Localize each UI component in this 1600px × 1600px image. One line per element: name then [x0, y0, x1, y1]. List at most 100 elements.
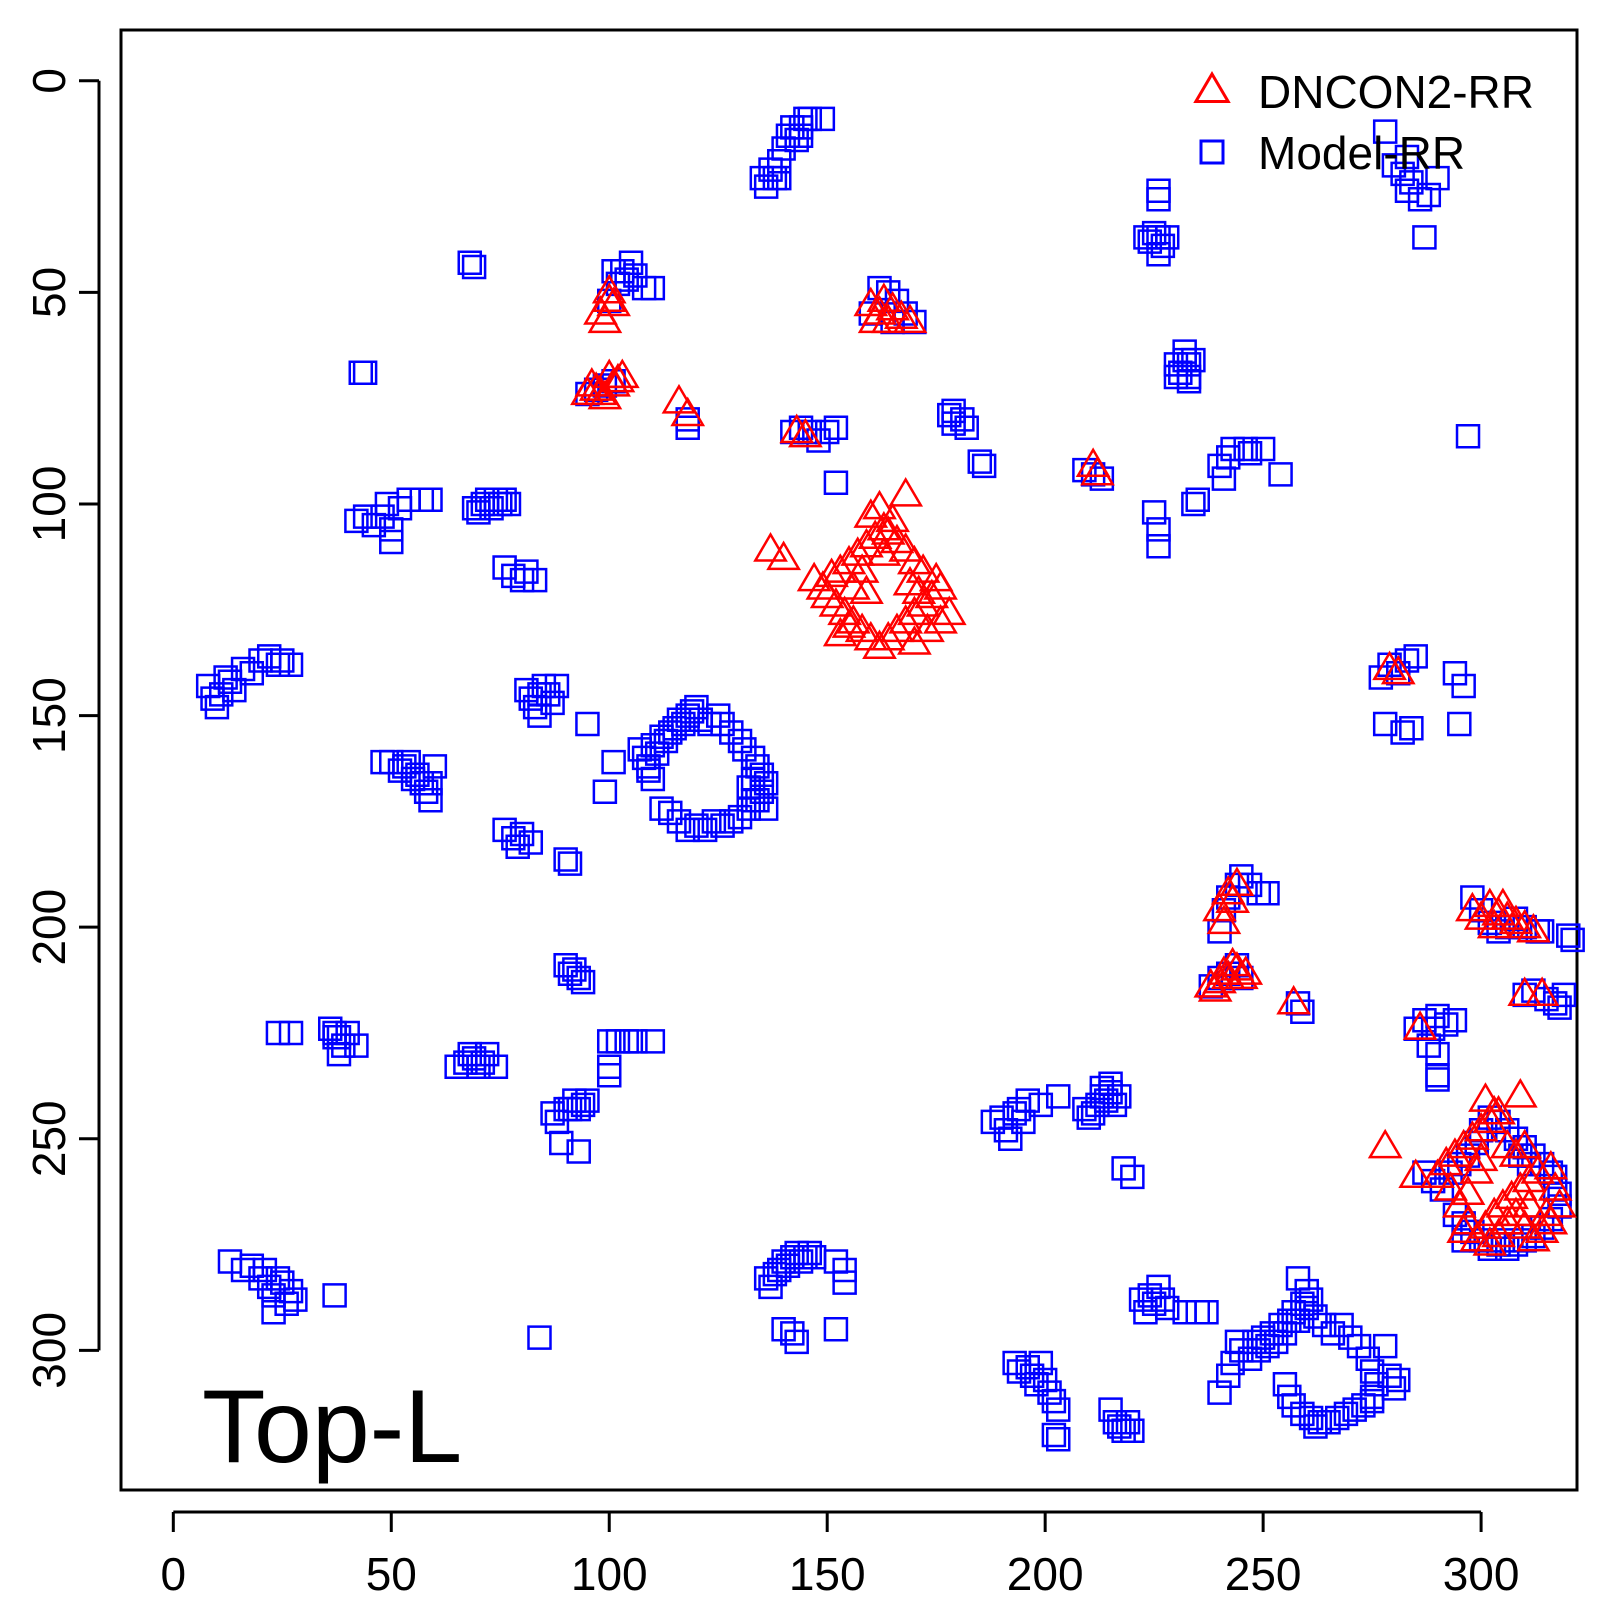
model-point-381 [1294, 1278, 1319, 1304]
model-point-476 [1547, 1181, 1572, 1207]
dncon2-point-29 [766, 540, 801, 571]
dncon2-point-126 [1502, 1171, 1538, 1201]
model-point-204 [753, 796, 779, 821]
model-point-83 [1216, 445, 1241, 470]
model-point-123 [418, 487, 443, 512]
model-point-283 [832, 1270, 857, 1295]
model-point-246 [549, 1130, 574, 1156]
model-point-54 [971, 453, 997, 479]
model-point-382 [1372, 1333, 1398, 1359]
model-point-126 [466, 500, 491, 525]
model-point-423 [1556, 923, 1581, 948]
model-point-346 [1250, 1325, 1276, 1350]
model-point-359 [1311, 1312, 1337, 1338]
model-point-264 [278, 1278, 304, 1304]
model-point-292 [1002, 1101, 1027, 1126]
model-point-213 [557, 851, 583, 876]
dncon2-point-64 [831, 608, 867, 638]
model-point-284 [823, 1316, 849, 1342]
model-point-393 [1372, 711, 1398, 737]
model-point-244 [540, 1101, 565, 1126]
x-axis: 0 50 100 150 200 250 300 [161, 1510, 1519, 1600]
dncon2-point-116 [1476, 1094, 1512, 1125]
y-tick-label-200: 200 [23, 889, 75, 966]
dncon2-point-143 [1507, 1128, 1543, 1159]
dncon2-point-136 [1498, 1196, 1534, 1227]
model-point-258 [252, 1257, 278, 1283]
model-point-146 [544, 673, 570, 699]
plot-frame [119, 28, 1579, 1492]
dncon2-point-37 [857, 519, 893, 549]
model-point-37 [814, 419, 840, 445]
model-point-361 [1329, 1312, 1354, 1338]
model-point-326 [1028, 1350, 1054, 1376]
dncon2-point-11 [596, 367, 631, 397]
dncon2-point-81 [1215, 883, 1251, 913]
model-point-324 [1019, 1363, 1045, 1388]
model-point-112 [270, 648, 295, 673]
dncon2-point-28 [753, 532, 788, 562]
legend-label-dncon2: DNCON2-RR [1258, 66, 1534, 118]
model-point-413 [1290, 999, 1315, 1025]
dncon2-point-33 [822, 553, 858, 583]
model-point-49 [941, 411, 966, 436]
model-point-13 [767, 165, 792, 191]
model-point-225 [335, 1020, 360, 1046]
y-tick-label-300: 300 [23, 1312, 75, 1389]
model-point-406 [1255, 881, 1280, 906]
model-point-312 [1133, 1300, 1158, 1325]
model-point-385 [1386, 1367, 1411, 1393]
dncon2-point-74 [866, 536, 902, 566]
model-point-108 [239, 660, 265, 686]
model-point-370 [1333, 1401, 1359, 1427]
model-point-379 [1224, 1329, 1250, 1355]
y-tick-label-0: 0 [23, 68, 75, 94]
x-tick-label-0: 0 [161, 1548, 187, 1600]
model-point-366 [1364, 1371, 1389, 1397]
model-point-48 [937, 402, 962, 428]
model-point-337 [1115, 1410, 1141, 1435]
model-point-218 [570, 969, 596, 995]
model-point-282 [832, 1257, 857, 1283]
dncon2-point-147 [1511, 1187, 1547, 1218]
model-point-397 [1451, 673, 1476, 699]
model-point-117 [370, 504, 395, 529]
model-point-75 [1089, 466, 1115, 491]
model-point-297 [1046, 1084, 1071, 1109]
x-tick-label-50: 50 [366, 1548, 417, 1600]
model-point-388 [1368, 665, 1394, 690]
model-point-211 [505, 834, 530, 860]
model-point-175 [679, 699, 705, 724]
dncon2-point-77 [1202, 891, 1237, 922]
model-point-339 [1207, 1380, 1232, 1405]
dncon2-point-67 [923, 603, 958, 634]
dncon2-point-8 [600, 362, 636, 393]
model-point-395 [1399, 716, 1424, 741]
model-point-86 [1237, 440, 1263, 466]
y-tick-label-150: 150 [23, 677, 75, 754]
dncon2-point-87 [1206, 955, 1242, 985]
model-point-441 [1412, 1160, 1437, 1185]
model-point-132 [492, 487, 517, 512]
model-point-38 [823, 415, 849, 441]
model-point-99 [1455, 424, 1481, 449]
model-point-23 [618, 250, 644, 276]
dncon2-point-0 [591, 273, 627, 304]
dncon2-point-58 [905, 553, 941, 583]
dncon2-point-128 [1520, 1154, 1556, 1184]
model-point-33 [675, 415, 700, 441]
dncon2-point-3 [587, 303, 623, 334]
model-point-317 [1154, 1295, 1180, 1321]
dncon2-point-27 [1080, 455, 1115, 486]
model-point-60 [1154, 225, 1180, 250]
model-point-159 [418, 771, 443, 796]
dncon2-point-145 [1446, 1213, 1482, 1244]
model-point-254 [217, 1249, 243, 1274]
dncon2-point-70 [892, 565, 928, 596]
dncon2-point-16 [779, 413, 815, 444]
model-point-250 [566, 1096, 591, 1122]
dncon2-point-90 [1228, 955, 1264, 985]
model-point-124 [379, 529, 404, 555]
model-point-459 [1538, 1206, 1564, 1232]
